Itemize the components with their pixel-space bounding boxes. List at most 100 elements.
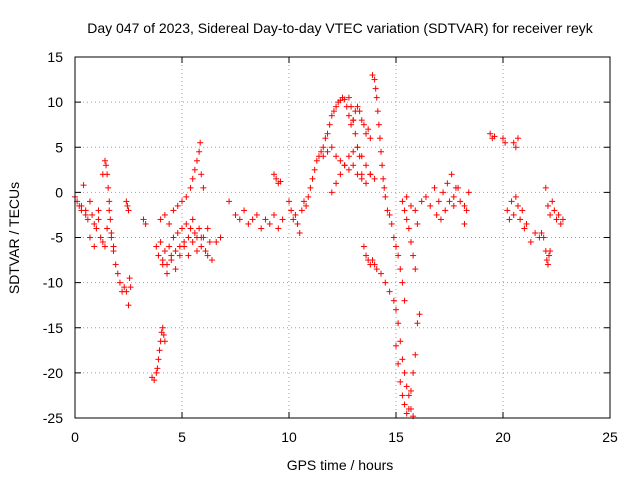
data-point bbox=[300, 198, 307, 205]
data-point bbox=[279, 216, 286, 223]
data-point bbox=[388, 220, 395, 227]
data-point bbox=[93, 225, 100, 232]
data-point bbox=[414, 320, 421, 327]
data-point bbox=[397, 338, 404, 345]
data-point bbox=[506, 216, 513, 223]
data-point bbox=[414, 220, 421, 227]
data-point bbox=[373, 94, 380, 101]
data-point bbox=[399, 198, 406, 205]
data-point bbox=[157, 216, 164, 223]
data-point bbox=[461, 220, 468, 227]
data-point bbox=[189, 216, 196, 223]
data-point bbox=[320, 144, 327, 151]
data-point bbox=[547, 248, 554, 255]
data-point bbox=[386, 288, 393, 295]
x-tick-label: 10 bbox=[281, 429, 297, 445]
y-tick-label: -10 bbox=[43, 275, 63, 291]
data-point bbox=[204, 225, 211, 232]
data-point bbox=[523, 220, 530, 227]
data-point bbox=[382, 279, 389, 286]
data-point bbox=[504, 207, 511, 214]
data-point bbox=[320, 153, 327, 160]
data-point bbox=[369, 72, 376, 79]
data-point bbox=[249, 216, 256, 223]
data-point bbox=[514, 202, 521, 209]
data-point bbox=[517, 216, 524, 223]
data-point bbox=[104, 225, 111, 232]
data-point bbox=[253, 211, 260, 218]
data-point bbox=[376, 135, 383, 142]
data-point bbox=[512, 144, 519, 151]
data-point bbox=[273, 175, 280, 182]
data-point bbox=[410, 369, 417, 376]
data-point bbox=[381, 184, 388, 191]
data-point bbox=[356, 108, 363, 115]
data-point bbox=[311, 166, 318, 173]
data-point bbox=[202, 248, 209, 255]
data-point bbox=[155, 252, 162, 259]
data-point bbox=[86, 198, 93, 205]
y-tick-label: 0 bbox=[55, 184, 63, 200]
data-point bbox=[104, 171, 111, 178]
data-point bbox=[363, 180, 370, 187]
data-point bbox=[328, 144, 335, 151]
data-point bbox=[161, 211, 168, 218]
data-point bbox=[401, 297, 408, 304]
data-point bbox=[262, 216, 269, 223]
data-point bbox=[154, 365, 161, 372]
y-tick-label: -15 bbox=[43, 320, 63, 336]
data-point bbox=[399, 392, 406, 399]
y-axis-label: SDTVAR / TECUs bbox=[6, 182, 22, 294]
data-point bbox=[374, 108, 381, 115]
data-point bbox=[547, 211, 554, 218]
data-point bbox=[465, 189, 472, 196]
data-point bbox=[84, 216, 91, 223]
data-point bbox=[350, 117, 357, 124]
data-point bbox=[372, 85, 379, 92]
y-tick-label: -20 bbox=[43, 365, 63, 381]
data-point bbox=[512, 193, 519, 200]
data-point bbox=[412, 266, 419, 273]
data-point bbox=[444, 180, 451, 187]
data-point bbox=[546, 252, 553, 259]
data-point bbox=[397, 378, 404, 385]
data-point bbox=[86, 234, 93, 241]
data-point bbox=[433, 211, 440, 218]
data-point bbox=[112, 261, 119, 268]
data-point bbox=[502, 139, 509, 146]
data-point bbox=[393, 243, 399, 250]
y-tick-label: 10 bbox=[47, 94, 63, 110]
data-point bbox=[89, 211, 96, 218]
data-point bbox=[294, 220, 301, 227]
data-point bbox=[521, 225, 528, 232]
data-point bbox=[373, 266, 380, 273]
data-point bbox=[405, 405, 412, 412]
data-point bbox=[350, 148, 357, 155]
data-point bbox=[105, 184, 112, 191]
data-point bbox=[185, 234, 192, 241]
data-point bbox=[358, 171, 365, 178]
data-point bbox=[125, 207, 132, 214]
data-point bbox=[450, 202, 457, 209]
data-point bbox=[80, 182, 87, 189]
data-point bbox=[352, 130, 359, 137]
data-point bbox=[382, 193, 389, 200]
data-point bbox=[555, 211, 562, 218]
data-point bbox=[226, 198, 233, 205]
data-point bbox=[271, 171, 278, 178]
data-point bbox=[538, 229, 545, 236]
data-point bbox=[393, 342, 399, 349]
data-point bbox=[296, 229, 303, 236]
data-point bbox=[337, 157, 344, 164]
data-point bbox=[544, 202, 551, 209]
data-point bbox=[140, 216, 147, 223]
data-point bbox=[198, 234, 205, 241]
y-tick-label: 5 bbox=[55, 139, 63, 155]
data-point bbox=[455, 184, 462, 191]
data-point bbox=[442, 207, 449, 214]
data-point bbox=[356, 153, 363, 160]
data-point bbox=[82, 211, 89, 218]
data-points bbox=[72, 72, 566, 420]
data-point bbox=[337, 171, 344, 178]
data-point bbox=[196, 225, 203, 232]
